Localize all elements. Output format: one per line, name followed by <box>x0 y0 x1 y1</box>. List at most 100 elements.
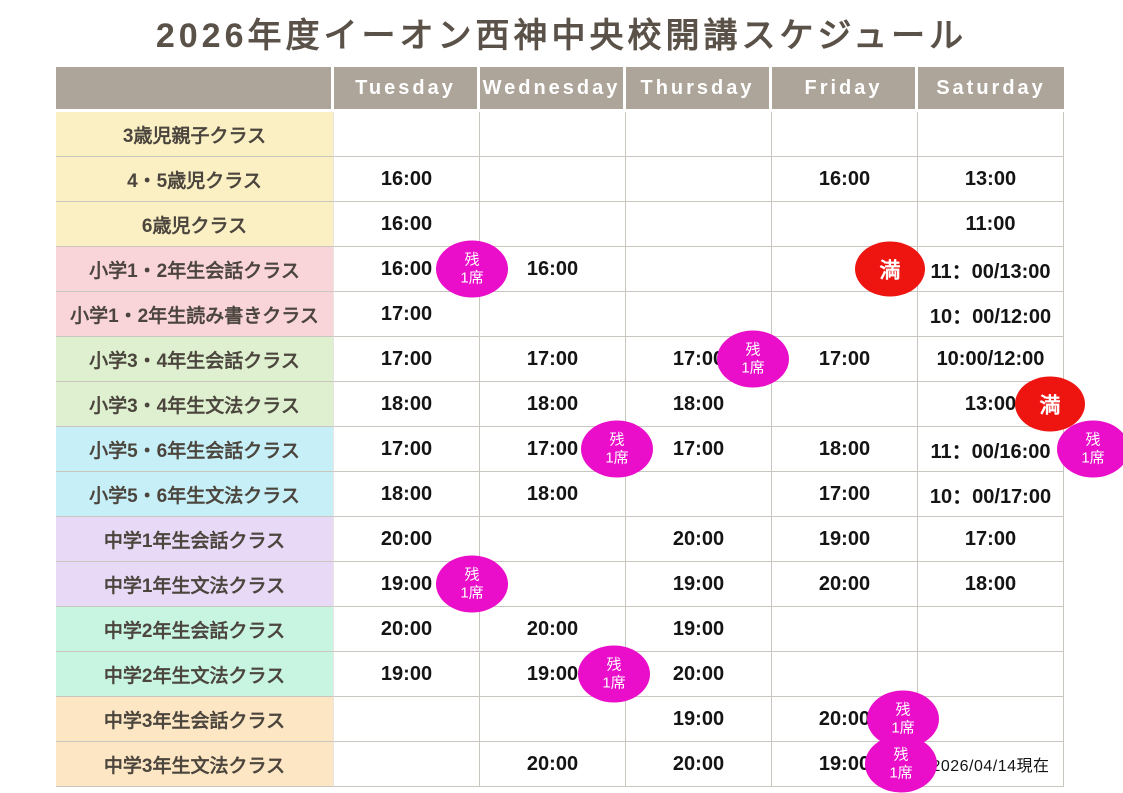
schedule-table: Tuesday Wednesday Thursday Friday Saturday 3歳… <box>56 67 1123 793</box>
day-header-wednesday: Wednesday <box>480 67 626 112</box>
time-cell: 17:00 <box>334 337 480 382</box>
class-time: 18:00 <box>380 482 433 505</box>
class-time: 17:00 <box>818 482 871 505</box>
time-cell <box>480 292 626 337</box>
class-time: 16:00 <box>380 212 433 235</box>
seats-remaining-badge: 残 1席 <box>581 420 653 478</box>
class-time: 19:00 <box>672 572 725 595</box>
day-header-friday: Friday <box>772 67 918 112</box>
time-cell: 17:00 <box>334 292 480 337</box>
class-time: 16:00 <box>526 257 579 280</box>
seats-remaining-badge: 残 1席 <box>865 735 937 793</box>
time-cell: 13:00 満 <box>918 376 1085 432</box>
time-cell <box>772 292 918 337</box>
time-cell <box>334 112 480 157</box>
time-cell: 10：00/12:00 <box>918 292 1064 337</box>
class-time: 13:00 <box>964 167 1017 190</box>
time-cell <box>918 697 1064 742</box>
time-cell: 19:00 <box>334 652 480 697</box>
time-cell: 17:00 残 1席 <box>480 420 653 478</box>
time-cell <box>334 697 480 742</box>
class-time: 19:00 <box>526 662 579 685</box>
class-time: 17:00 <box>380 302 433 325</box>
class-label-cell: 小学3・4年生文法クラス <box>56 382 334 427</box>
class-time: 11：00/13:00 <box>930 260 1051 283</box>
time-cell <box>480 697 626 742</box>
time-cell: 18:00 <box>772 427 918 472</box>
time-cell: 20:00 残 1席 <box>772 690 939 748</box>
class-time: 20:00 <box>818 572 871 595</box>
class-time: 16:00 <box>818 167 871 190</box>
time-cell: 16:00 <box>772 157 918 202</box>
class-time: 17:00 <box>964 527 1017 550</box>
time-cell <box>480 517 626 562</box>
time-cell: 18:00 <box>334 472 480 517</box>
time-cell: 19:00 残 1席 <box>480 645 650 703</box>
class-time: 20:00 <box>526 752 579 775</box>
class-time: 19:00 <box>672 707 725 730</box>
time-cell <box>334 742 480 787</box>
class-label-cell: 中学2年生文法クラス <box>56 652 334 697</box>
time-cell: 20:00 <box>334 607 480 652</box>
time-cell: 18:00 <box>334 382 480 427</box>
time-cell: 13:00 <box>918 157 1064 202</box>
time-cell <box>480 112 626 157</box>
time-cell: 17:00 <box>772 472 918 517</box>
class-time: 10：00/12:00 <box>929 305 1052 328</box>
class-time: 11:00 <box>965 212 1016 235</box>
time-cell <box>626 157 772 202</box>
time-cell <box>480 157 626 202</box>
time-cell: 16:00 <box>334 202 480 247</box>
class-time: 18:00 <box>672 392 725 415</box>
class-label-cell: 3歳児親子クラス <box>56 112 334 157</box>
time-cell <box>626 202 772 247</box>
class-time: 17:00 <box>380 437 433 460</box>
time-cell: 満 <box>772 241 925 297</box>
time-cell <box>772 607 918 652</box>
time-cell: 2026/04/14現在 <box>918 742 1064 787</box>
class-time: 20:00 <box>672 527 725 550</box>
time-cell: 20:00 <box>626 652 772 697</box>
class-label-cell: 小学1・2年生会話クラス <box>56 247 334 292</box>
time-cell: 17:00 <box>334 427 480 472</box>
time-cell <box>918 607 1064 652</box>
class-time: 20:00 <box>672 752 725 775</box>
class-time: 16:00 <box>380 257 433 280</box>
page-title: 2026年度イーオン西神中央校開講スケジュール <box>155 17 968 55</box>
time-cell: 20:00 <box>626 742 772 787</box>
class-label-cell: 4・5歳児クラス <box>56 157 334 202</box>
full-badge: 満 <box>855 241 925 297</box>
time-cell <box>772 382 918 427</box>
class-label-cell: 中学2年生会話クラス <box>56 607 334 652</box>
class-label-cell: 小学1・2年生読み書きクラス <box>56 292 334 337</box>
class-time: 11：00/16:00 <box>930 440 1051 463</box>
time-cell: 19:00 <box>626 697 772 742</box>
time-cell <box>772 112 918 157</box>
time-cell <box>626 292 772 337</box>
class-time: 19:00 <box>818 527 871 550</box>
time-cell: 18:00 <box>918 562 1064 607</box>
day-header-saturday: Saturday <box>918 67 1064 112</box>
time-cell: 20:00 <box>480 607 626 652</box>
class-time: 10:00/12:00 <box>936 347 1045 370</box>
time-cell: 18:00 <box>480 382 626 427</box>
time-cell: 20:00 <box>626 517 772 562</box>
time-cell: 16:00 <box>334 157 480 202</box>
day-header-thursday: Thursday <box>626 67 772 112</box>
day-header-tuesday: Tuesday <box>334 67 480 112</box>
class-time: 18:00 <box>526 392 579 415</box>
seats-remaining-badge: 残 1席 <box>1057 420 1123 478</box>
class-label-cell: 中学3年生会話クラス <box>56 697 334 742</box>
class-label-cell: 小学5・6年生文法クラス <box>56 472 334 517</box>
time-cell: 18:00 <box>480 472 626 517</box>
time-cell: 18:00 <box>626 382 772 427</box>
class-time: 19:00 <box>380 662 433 685</box>
class-time: 17:00 <box>672 347 725 370</box>
class-time: 18:00 <box>526 482 579 505</box>
class-label-cell: 6歳児クラス <box>56 202 334 247</box>
class-label-cell: 中学1年生会話クラス <box>56 517 334 562</box>
time-cell: 19:00 残 1席 <box>334 555 508 613</box>
class-time: 18:00 <box>964 572 1017 595</box>
time-cell <box>918 652 1064 697</box>
